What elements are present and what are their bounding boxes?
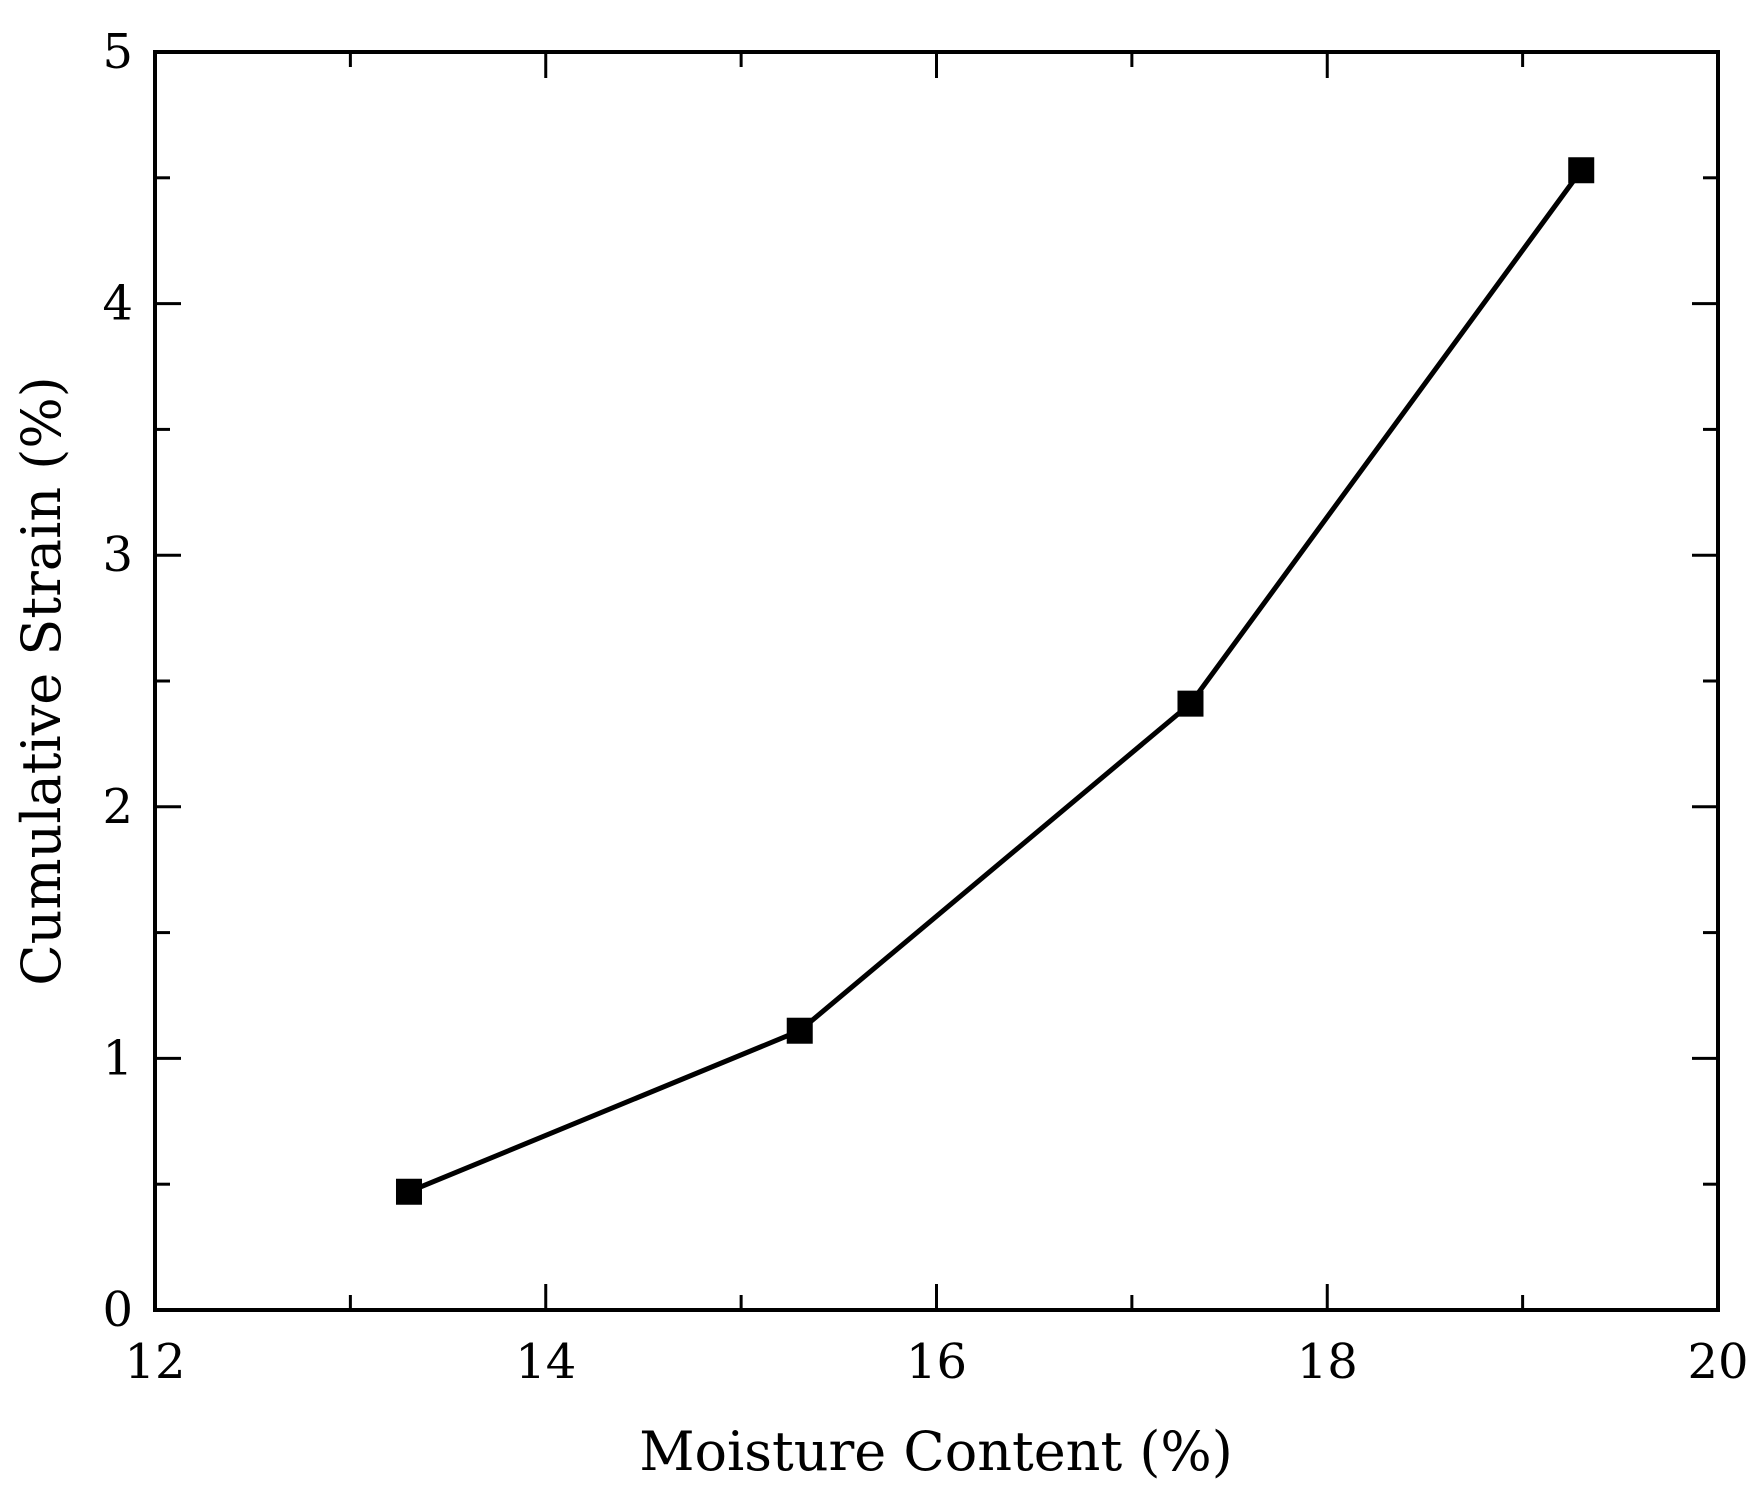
x-tick-label: 16 bbox=[906, 1334, 967, 1390]
y-tick-label: 0 bbox=[102, 1282, 133, 1338]
plot-frame bbox=[153, 50, 1720, 1312]
data-point-marker bbox=[395, 1178, 422, 1205]
data-point-marker bbox=[1177, 690, 1204, 717]
data-point-marker bbox=[1568, 157, 1595, 184]
y-axis-title: Cumulative Strain (%) bbox=[10, 376, 73, 986]
x-tick-label: 14 bbox=[515, 1334, 576, 1390]
x-tick-label: 18 bbox=[1297, 1334, 1358, 1390]
y-tick-labels: 0 1 2 3 4 5 bbox=[102, 24, 133, 1338]
y-tick-label: 1 bbox=[102, 1030, 133, 1086]
series-line bbox=[408, 168, 1584, 1195]
data-point-marker bbox=[786, 1017, 813, 1044]
tick-marks bbox=[153, 50, 1720, 1312]
y-tick-label: 2 bbox=[102, 779, 133, 835]
x-tick-label: 12 bbox=[124, 1334, 185, 1390]
series-layer bbox=[395, 157, 1595, 1205]
y-tick-label: 5 bbox=[102, 24, 133, 80]
x-tick-label: 20 bbox=[1687, 1334, 1748, 1390]
x-axis-title: Moisture Content (%) bbox=[639, 1420, 1233, 1483]
y-tick-label: 3 bbox=[102, 527, 133, 583]
x-tick-labels: 12 14 16 18 20 bbox=[124, 1334, 1748, 1390]
y-tick-label: 4 bbox=[102, 276, 133, 332]
